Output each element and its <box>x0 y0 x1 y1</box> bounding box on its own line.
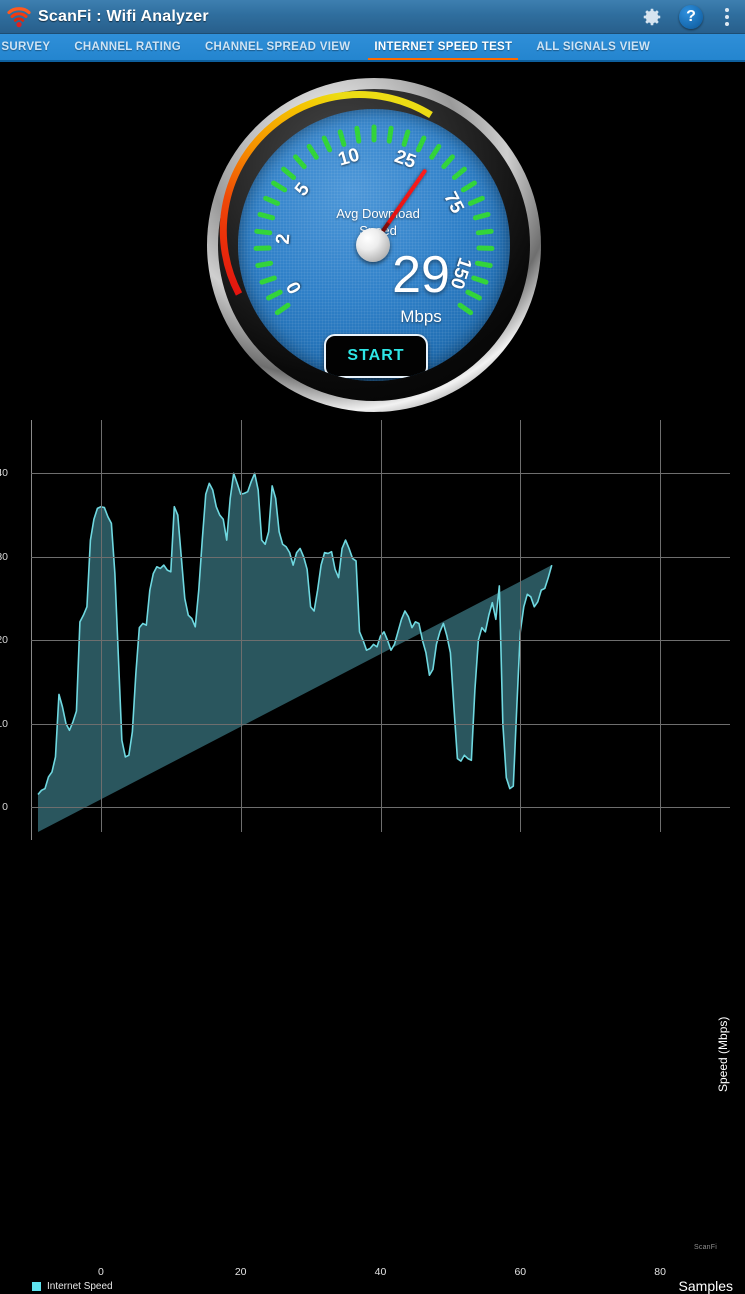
chart-ytick: 20 <box>0 634 8 646</box>
legend-swatch <box>32 1282 41 1291</box>
chart-ytick: 30 <box>0 551 8 563</box>
title-bar-actions: ? <box>641 5 735 29</box>
chart-watermark: ScanFi <box>694 1244 717 1251</box>
chart-gridline-v <box>101 420 102 832</box>
help-icon-label: ? <box>679 5 703 29</box>
overflow-dot <box>725 15 729 19</box>
app-title: ScanFi : Wifi Analyzer <box>38 8 209 26</box>
gauge-unit: Mbps <box>346 307 496 327</box>
chart-gridline-v <box>381 420 382 832</box>
chart-xtick: 60 <box>500 1266 540 1278</box>
chart-gridline-v <box>520 420 521 832</box>
chart-xtick: 20 <box>221 1266 261 1278</box>
tab-channel-spread-view[interactable]: CHANNEL SPREAD VIEW <box>193 34 362 61</box>
legend-label: Internet Speed <box>47 1281 113 1292</box>
tab-bar: TH SURVEY CHANNEL RATING CHANNEL SPREAD … <box>0 34 745 62</box>
chart-plot-area <box>31 440 730 832</box>
chart-yaxis-label: Speed (Mbps) <box>716 1017 730 1092</box>
title-bar: ScanFi : Wifi Analyzer ? <box>0 0 745 34</box>
chart-ytick: 10 <box>0 718 8 730</box>
gauge-needle-hub <box>356 228 390 262</box>
tab-all-signals-view[interactable]: ALL SIGNALS VIEW <box>524 34 662 61</box>
settings-gear-icon[interactable] <box>641 6 663 28</box>
tab-channel-rating[interactable]: CHANNEL RATING <box>62 34 193 61</box>
overflow-menu-icon[interactable] <box>719 6 735 28</box>
chart-area-fill <box>38 473 552 832</box>
overflow-dot <box>725 22 729 26</box>
wifi-signal-icon <box>6 5 32 29</box>
speed-history-chart: ScanFi Internet Speed Samples Speed (Mbp… <box>0 420 745 900</box>
start-button[interactable]: START <box>324 334 428 378</box>
chart-ytick: 40 <box>0 467 8 479</box>
help-icon[interactable]: ? <box>679 5 703 29</box>
gauge-scale-label: 2 <box>273 233 296 245</box>
chart-xtick: 0 <box>81 1266 121 1278</box>
chart-xtick: 40 <box>361 1266 401 1278</box>
tab-health-survey[interactable]: TH SURVEY <box>0 34 62 61</box>
overflow-dot <box>725 8 729 12</box>
chart-gridline-v <box>241 420 242 832</box>
tab-internet-speed-test[interactable]: INTERNET SPEED TEST <box>362 34 524 61</box>
chart-ytick: 0 <box>0 801 8 813</box>
chart-xtick: 80 <box>640 1266 680 1278</box>
chart-xaxis-label: Samples <box>679 1278 733 1294</box>
gauge-caption-line1: Avg Download <box>298 205 458 222</box>
chart-gridline-v <box>660 420 661 832</box>
chart-legend[interactable]: Internet Speed <box>32 1281 113 1292</box>
